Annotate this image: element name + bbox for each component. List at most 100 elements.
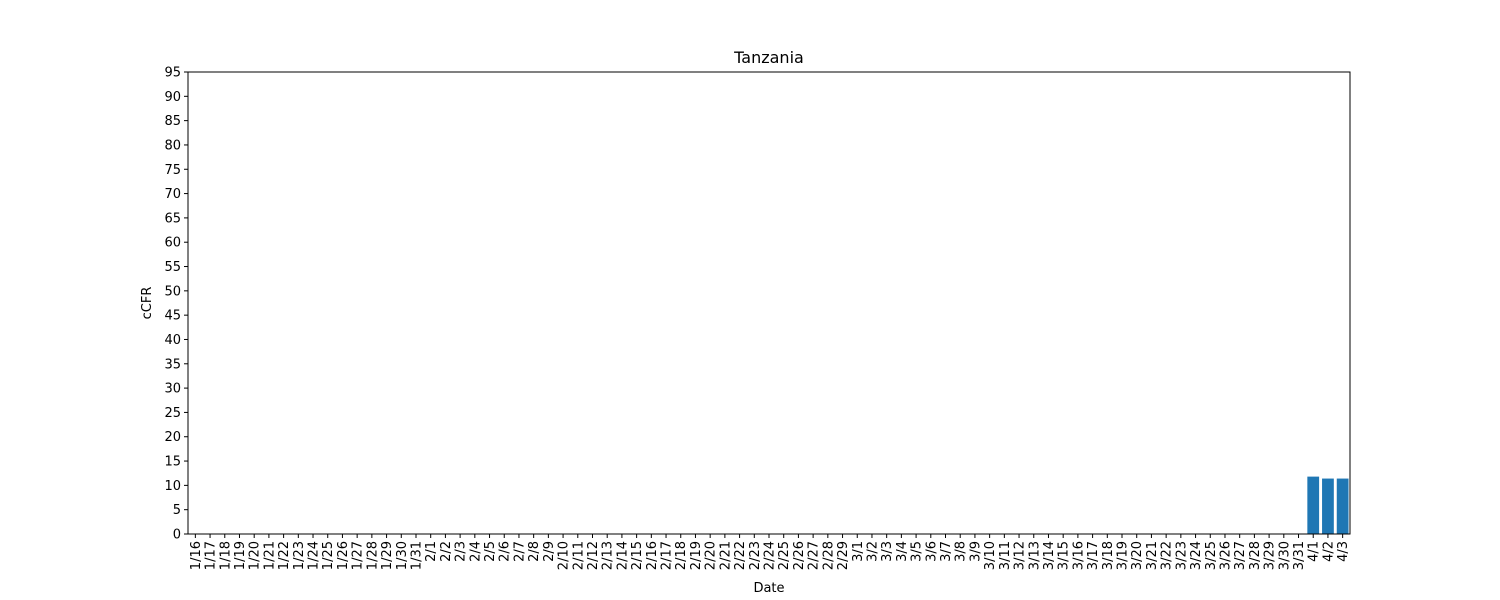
- y-axis-ticks: 0 5 10 15 20 25 30 35 40 45 50 55 60 65 70 75 80 85 90 95: [164, 66, 188, 543]
- y-tick-label: 35: [164, 357, 181, 372]
- y-tick-label: 15: [164, 455, 181, 470]
- x-tick-label: 2/27: [807, 541, 822, 570]
- x-tick-label: 3/13: [1027, 541, 1042, 570]
- y-tick-label: 40: [164, 333, 181, 348]
- x-tick-label: 2/3: [454, 541, 469, 562]
- x-tick-label: 2/18: [674, 541, 689, 570]
- x-tick-label: 3/18: [1101, 541, 1116, 570]
- x-tick-label: 1/29: [380, 541, 395, 570]
- x-tick-label: 1/27: [351, 541, 366, 570]
- x-tick-label: 2/2: [439, 541, 454, 562]
- x-tick-label: 1/19: [233, 541, 248, 570]
- y-tick-label: 65: [164, 211, 181, 226]
- x-tick-label: 3/27: [1233, 541, 1248, 570]
- plot-frame: [187, 71, 1351, 535]
- x-tick-label: 2/19: [689, 541, 704, 570]
- x-tick-label: 1/16: [189, 541, 204, 570]
- x-tick-label: 2/11: [571, 541, 586, 570]
- bar-4/2: [1322, 478, 1334, 534]
- bar-4/3: [1336, 478, 1349, 534]
- x-tick-label: 3/11: [998, 541, 1013, 570]
- y-tick-label: 85: [164, 114, 181, 129]
- x-tick-label: 2/15: [630, 541, 645, 570]
- y-tick-label: 25: [164, 406, 181, 421]
- x-tick-label: 2/16: [645, 541, 660, 570]
- x-tick-label: 1/20: [248, 541, 263, 570]
- x-tick-label: 2/25: [777, 541, 792, 570]
- y-tick-label: 75: [164, 163, 181, 178]
- y-tick-label: 70: [164, 187, 181, 202]
- x-tick-label: 1/30: [395, 541, 410, 570]
- x-tick-label: 2/23: [748, 541, 763, 570]
- x-tick-label: 2/24: [763, 541, 778, 570]
- x-axis-ticks: 1/16 1/17 1/18 1/19 1/20 1/21 1/22 1/23 1/24 1/25…: [189, 534, 1351, 570]
- x-tick-label: 4/2: [1321, 541, 1336, 562]
- x-tick-label: 3/2: [865, 541, 880, 562]
- x-tick-label: 1/31: [409, 541, 424, 570]
- x-tick-label: 3/29: [1263, 541, 1278, 570]
- y-tick-label: 90: [164, 90, 181, 105]
- y-tick-label: 50: [164, 284, 181, 299]
- x-tick-label: 3/12: [1013, 541, 1028, 570]
- chart-title: Tanzania: [733, 48, 804, 67]
- y-tick-label: 60: [164, 236, 181, 251]
- x-tick-label: 3/22: [1160, 541, 1175, 570]
- x-tick-label: 3/4: [895, 541, 910, 562]
- y-tick-label: 10: [164, 479, 181, 494]
- x-tick-label: 1/23: [292, 541, 307, 570]
- x-tick-label: 3/10: [983, 541, 998, 570]
- y-axis-label: cCFR: [140, 287, 155, 320]
- x-tick-label: 2/10: [557, 541, 572, 570]
- x-tick-label: 3/9: [968, 541, 983, 562]
- x-tick-label: 2/29: [836, 541, 851, 570]
- x-tick-label: 3/28: [1248, 541, 1263, 570]
- x-tick-label: 2/20: [704, 541, 719, 570]
- bar-4/1: [1307, 476, 1320, 534]
- x-tick-label: 3/25: [1204, 541, 1219, 570]
- x-tick-label: 3/31: [1292, 541, 1307, 570]
- x-tick-label: 1/25: [321, 541, 336, 570]
- y-tick-label: 20: [164, 430, 181, 445]
- x-tick-label: 2/26: [792, 541, 807, 570]
- x-tick-label: 1/18: [218, 541, 233, 570]
- y-tick-label: 80: [164, 138, 181, 153]
- y-tick-label: 55: [164, 260, 181, 275]
- y-tick-label: 95: [164, 66, 181, 81]
- x-tick-label: 1/22: [277, 541, 292, 570]
- x-tick-label: 3/6: [924, 541, 939, 562]
- x-tick-label: 4/1: [1307, 541, 1322, 562]
- x-tick-label: 3/15: [1057, 541, 1072, 570]
- x-tick-label: 3/30: [1277, 541, 1292, 570]
- x-tick-label: 3/1: [851, 541, 866, 562]
- x-tick-label: 3/5: [910, 541, 925, 562]
- x-tick-label: 2/12: [586, 541, 601, 570]
- x-tick-label: 2/14: [615, 541, 630, 570]
- x-tick-label: 3/20: [1130, 541, 1145, 570]
- x-axis-label: Date: [753, 581, 784, 596]
- x-tick-label: 2/8: [527, 541, 542, 562]
- x-tick-label: 1/21: [262, 541, 277, 570]
- x-tick-label: 3/17: [1086, 541, 1101, 570]
- x-tick-label: 2/21: [718, 541, 733, 570]
- bars-group: [1307, 476, 1349, 534]
- x-tick-label: 3/26: [1218, 541, 1233, 570]
- x-tick-label: 3/16: [1071, 541, 1086, 570]
- x-tick-label: 4/3: [1336, 541, 1351, 562]
- x-tick-label: 3/3: [880, 541, 895, 562]
- x-tick-label: 3/14: [1042, 541, 1057, 570]
- x-tick-label: 2/22: [733, 541, 748, 570]
- x-tick-label: 1/28: [365, 541, 380, 570]
- x-tick-label: 3/23: [1174, 541, 1189, 570]
- x-tick-label: 2/28: [821, 541, 836, 570]
- x-tick-label: 2/13: [601, 541, 616, 570]
- y-tick-label: 30: [164, 382, 181, 397]
- x-tick-label: 1/24: [307, 541, 322, 570]
- x-tick-label: 3/24: [1189, 541, 1204, 570]
- x-tick-label: 1/17: [204, 541, 219, 570]
- x-tick-label: 2/7: [512, 541, 527, 562]
- x-tick-label: 2/4: [468, 541, 483, 562]
- y-tick-label: 0: [173, 528, 181, 543]
- x-tick-label: 2/5: [483, 541, 498, 562]
- x-tick-label: 2/17: [660, 541, 675, 570]
